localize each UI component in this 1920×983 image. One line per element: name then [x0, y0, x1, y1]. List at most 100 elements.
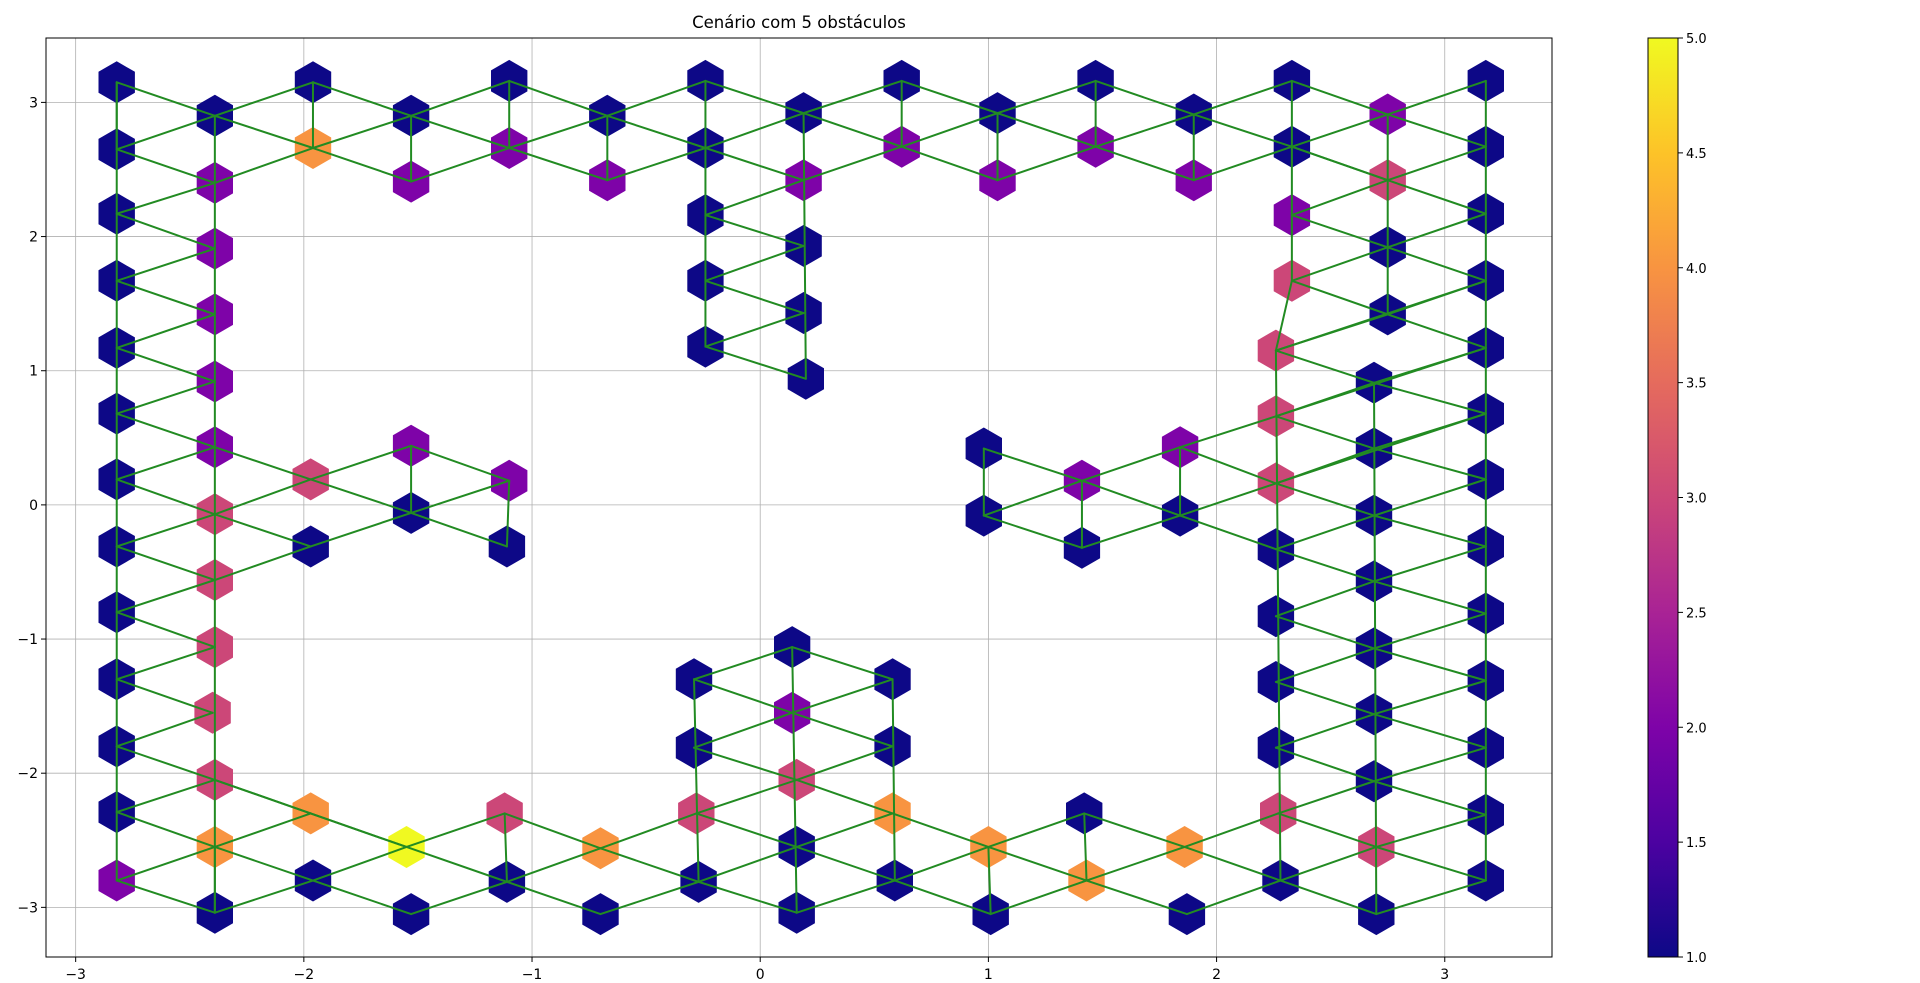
graph-edge: [704, 147, 805, 182]
graph-edge: [1386, 313, 1487, 349]
graph-edge: [213, 513, 312, 548]
y-axis-ticks: −3 −2 −1 0 1 2 3: [17, 95, 46, 916]
graph-edge: [508, 114, 609, 150]
y-tick-label: 1: [29, 364, 38, 380]
graph-edge: [115, 148, 216, 184]
graph-edge: [900, 79, 999, 115]
graph-edge: [1375, 879, 1487, 916]
graph-edge: [115, 181, 216, 215]
hexagon-markers: [98, 59, 1504, 936]
graph-edge: [987, 812, 1086, 848]
graph-edge: [795, 845, 896, 882]
graph-edge: [1274, 415, 1376, 450]
graph-edge: [802, 145, 903, 182]
graph-edge: [311, 879, 413, 916]
graph-edge: [606, 79, 707, 117]
graph-edge: [1373, 580, 1487, 615]
graph-edge: [693, 678, 794, 714]
graph-edge: [1094, 79, 1195, 116]
graph-edge: [1094, 145, 1195, 182]
graph-edge: [1373, 713, 1487, 749]
graph-edge: [1375, 845, 1487, 882]
graph-edge: [1279, 879, 1378, 916]
graph-edge: [1274, 615, 1376, 650]
x-tick-label: 0: [756, 967, 765, 983]
graph-edge: [410, 444, 511, 482]
graph-edge: [1080, 479, 1182, 517]
graph-edge: [1290, 246, 1389, 282]
graph-edge: [1386, 179, 1487, 215]
graph-edge: [1373, 514, 1487, 548]
x-tick-label: −2: [294, 967, 315, 983]
graph-edge: [405, 812, 506, 848]
graph-edge: [1274, 412, 1487, 485]
y-tick-label: 2: [29, 230, 38, 246]
graph-edge: [213, 114, 314, 150]
graph-edge: [1274, 514, 1376, 551]
y-tick-label: −3: [17, 900, 38, 916]
graph-edge: [508, 79, 609, 117]
graph-edge: [1274, 647, 1376, 683]
graph-edge: [115, 212, 216, 250]
graph-edge: [693, 646, 794, 681]
graph-edge: [704, 244, 805, 282]
graph-edge: [115, 845, 216, 882]
graph-edge: [802, 79, 903, 115]
graph-edge: [704, 112, 805, 150]
graph-edge: [508, 147, 609, 182]
chart-title: Cenário com 5 obstáculos: [692, 13, 906, 32]
graph-edge: [213, 879, 314, 914]
graph-edge: [1290, 179, 1389, 217]
graph-edge: [1373, 545, 1487, 583]
graph-edge: [599, 847, 700, 883]
graph-edge: [115, 811, 216, 848]
colorbar-tick-label: 2.0: [1686, 721, 1707, 736]
colorbar-tick-label: 5.0: [1686, 32, 1707, 47]
graph-edge: [795, 879, 896, 914]
graph-edge: [791, 711, 894, 748]
colorbar-ticks: 1.0 1.5 2.0 2.5 3.0 3.5 4.0 4.5 5.0: [1678, 32, 1707, 966]
graph-edge: [1080, 514, 1182, 549]
colorbar: 1.0 1.5 2.0 2.5 3.0 3.5 4.0 4.5 5.0: [1647, 32, 1707, 966]
y-tick-label: 3: [29, 95, 38, 111]
graph-edge: [503, 812, 602, 850]
graph-edge: [982, 447, 1083, 482]
graph-edge: [1274, 279, 1487, 352]
graph-edge: [1274, 713, 1376, 749]
graph-edge: [1290, 145, 1389, 182]
colorbar-tick-label: 3.0: [1686, 492, 1707, 507]
graph-edge: [704, 312, 805, 348]
graph-edge: [115, 247, 216, 282]
graph-edge: [1274, 680, 1376, 716]
graph-edge: [309, 478, 413, 514]
graph-edge: [1373, 647, 1487, 682]
graph-edge: [410, 147, 511, 183]
graph-edge: [1185, 879, 1282, 916]
graph-edge: [802, 112, 903, 148]
x-axis-ticks: −3 −2 −1 0 1 2 3: [65, 957, 1449, 983]
graph-edge: [697, 880, 798, 914]
graph-edge: [213, 147, 314, 184]
graph-edge: [695, 778, 798, 815]
graph-edge: [996, 112, 1097, 148]
graph-edges: [115, 79, 1487, 916]
colorbar-tick-label: 4.5: [1686, 147, 1707, 162]
y-tick-label: −1: [17, 632, 38, 648]
y-tick-label: −2: [17, 766, 38, 782]
graph-edge: [996, 79, 1097, 115]
graph-edge: [704, 214, 805, 247]
graph-edge: [309, 444, 413, 481]
graph-edge: [802, 112, 807, 380]
colorbar-tick-label: 2.5: [1686, 606, 1707, 621]
graph-edge: [599, 812, 698, 850]
graph-edge: [1386, 212, 1487, 249]
graph-edge: [1290, 214, 1389, 249]
graph-edge: [987, 845, 1088, 882]
graph-edge: [115, 879, 216, 914]
graph-edge: [1373, 679, 1487, 716]
graph-edge: [115, 579, 216, 614]
graph-edge: [989, 879, 1088, 916]
graph-edge: [795, 745, 894, 781]
graph-edge: [115, 478, 216, 516]
graph-edge: [982, 479, 1083, 517]
